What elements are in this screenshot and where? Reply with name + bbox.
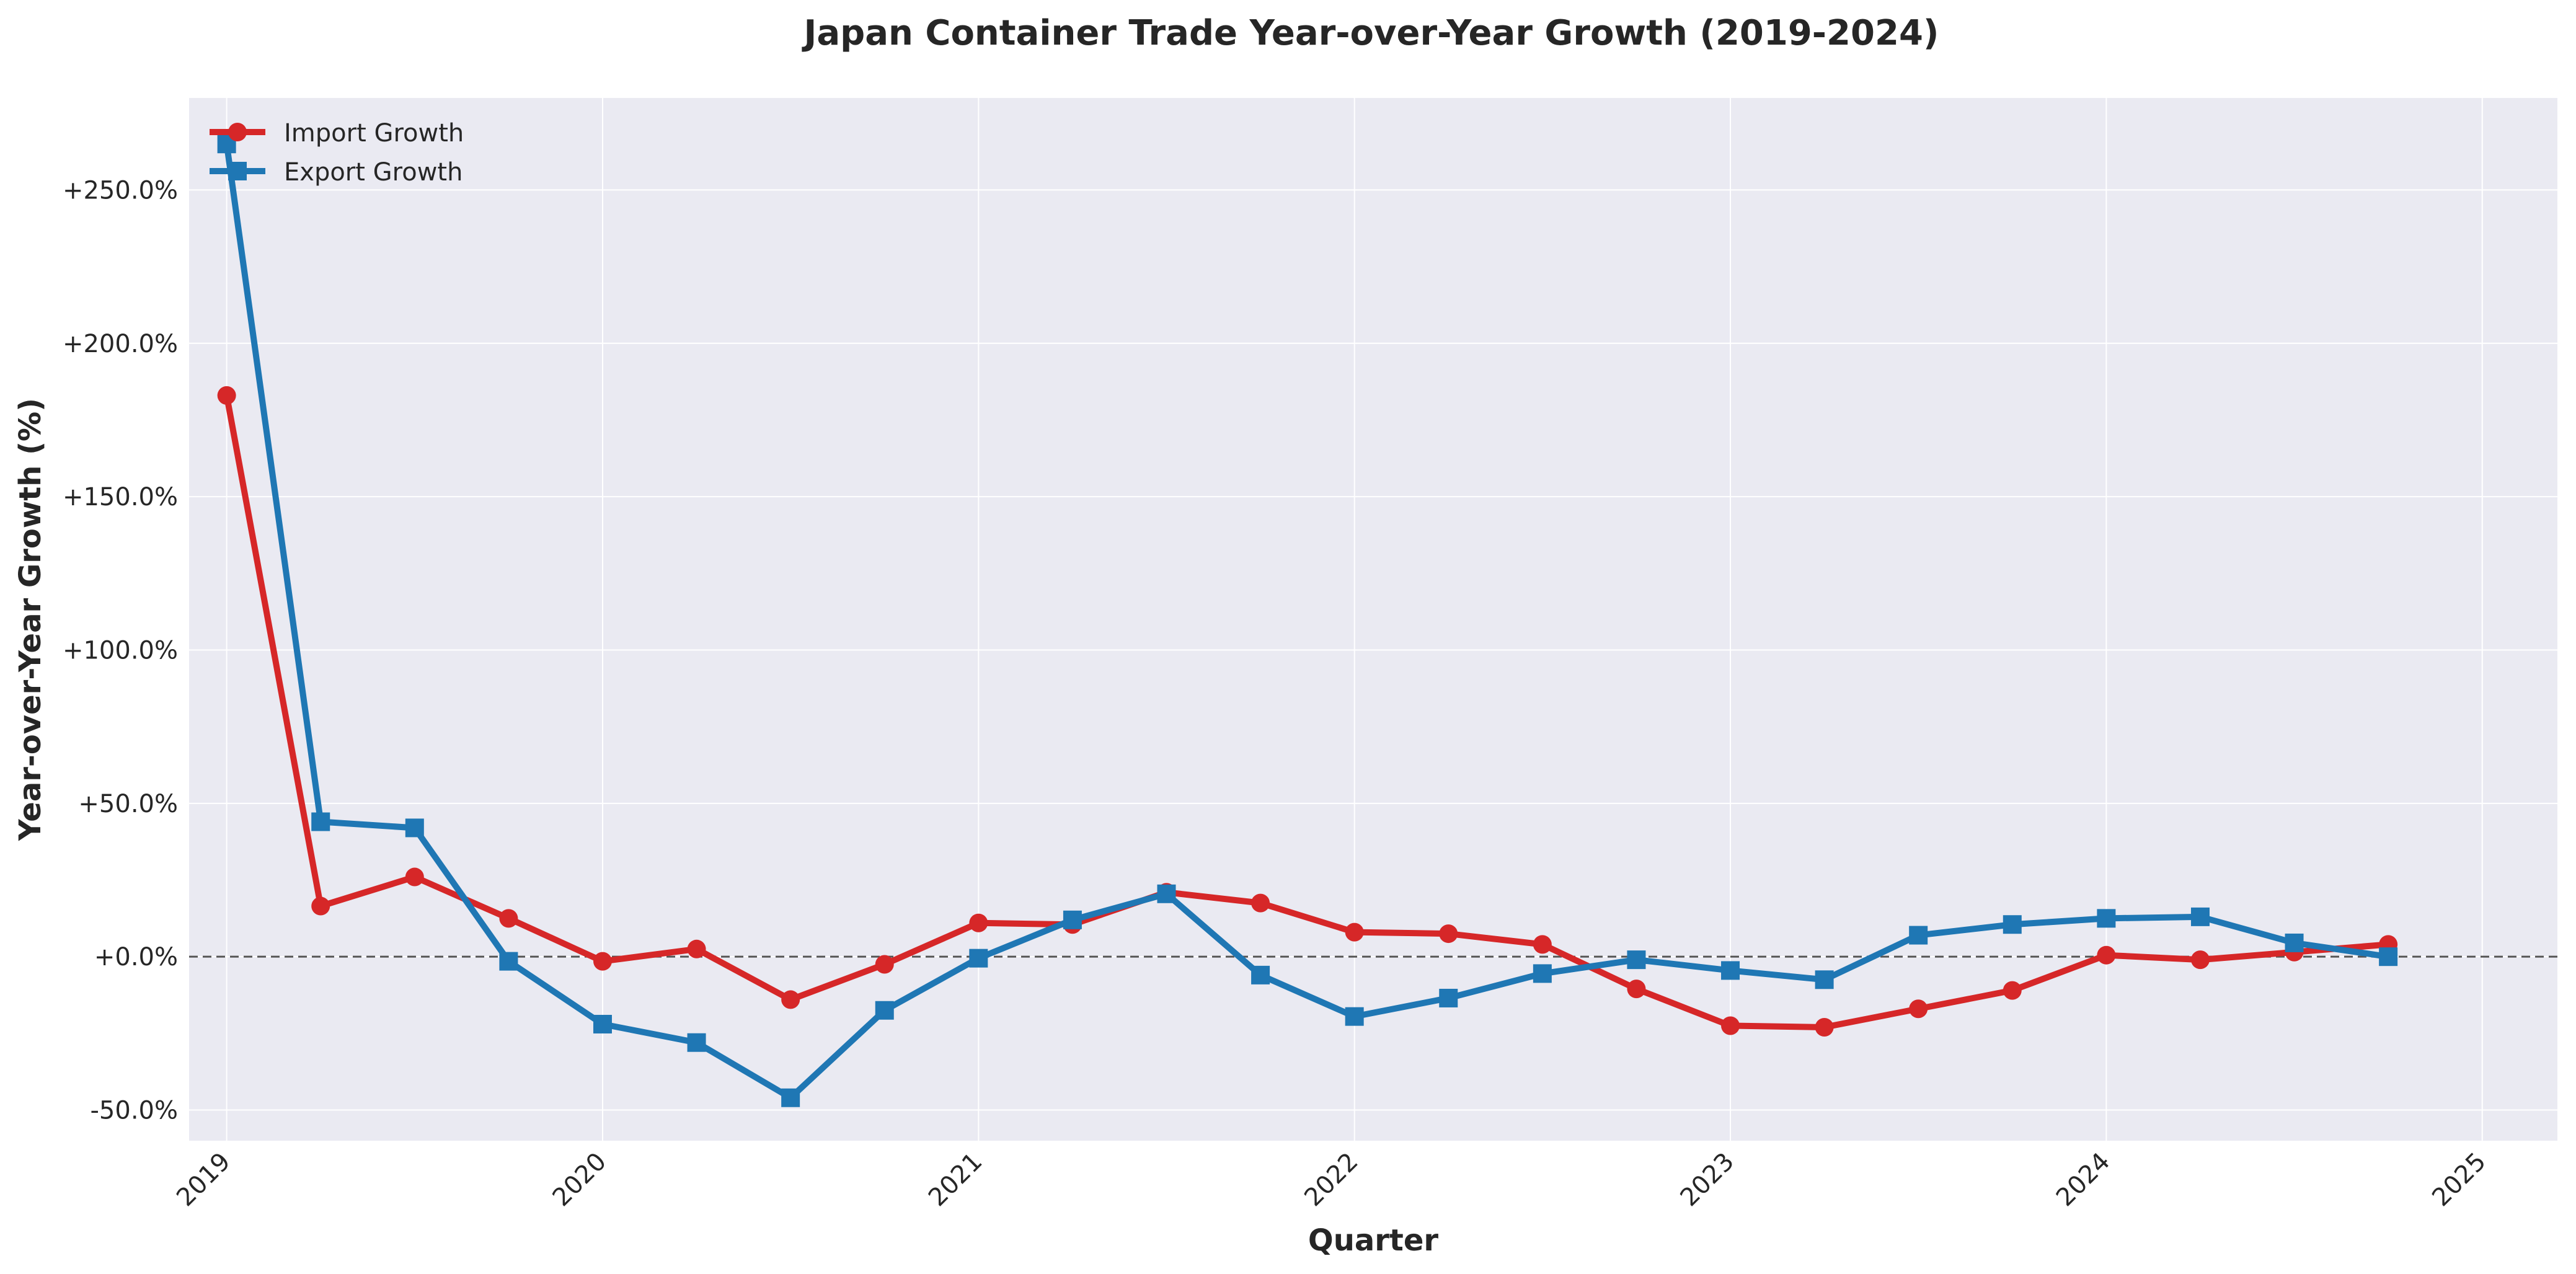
export-growth-point [1439,988,1458,1007]
import-growth-point [217,386,236,405]
import-growth-point [1909,999,1928,1019]
legend: Import Growth Export Growth [210,119,464,187]
export-growth-point [1721,961,1740,980]
y-tick-label: +0.0% [94,943,178,971]
export-growth-point [1533,964,1552,983]
export-growth-point [1251,965,1270,984]
chart-title: Japan Container Trade Year-over-Year Gro… [801,13,1939,53]
import-growth-point [1439,924,1458,944]
legend-export-marker [228,162,247,180]
y-tick-label: +250.0% [63,176,178,205]
import-growth-point [1815,1017,1834,1037]
export-growth-point [781,1088,800,1107]
y-axis-ticks: -50.0% +0.0% +50.0% +100.0% +150.0% +200.0% +2… [63,176,178,1125]
y-tick-label: -50.0% [90,1097,178,1125]
export-growth-point [2003,915,2022,934]
import-growth-point [499,909,518,928]
export-growth-point [1063,910,1082,929]
series-import-growth [217,386,2398,1037]
export-growth-point [969,949,988,968]
export-growth-point [1627,950,1646,970]
x-tick-label: 2022 [1299,1148,1364,1213]
import-growth-point [1627,980,1646,999]
export-growth-point [2097,909,2116,928]
import-growth-point [781,990,800,1009]
export-growth-point [1909,926,1928,945]
import-growth-point [687,939,706,958]
export-growth-point [1157,884,1176,903]
import-growth-point [2190,950,2210,970]
x-tick-label: 2020 [547,1148,613,1213]
series-export-growth [217,135,2398,1107]
import-growth-point [405,867,424,887]
y-axis-label: Year-over-Year Growth (%) [13,398,48,841]
plot-area [189,98,2557,1141]
import-growth-point [2003,981,2022,1000]
x-tick-label: 2023 [1675,1148,1740,1213]
export-growth-point [1815,970,1834,989]
export-growth-point [311,812,330,831]
import-growth-line [223,392,2392,1030]
x-tick-label: 2021 [923,1148,988,1213]
import-growth-point [1533,935,1552,954]
import-growth-point [311,896,330,916]
import-growth-point [1345,922,1364,942]
x-axis-ticks: 2019 2020 2021 2022 2023 2024 2025 [171,1148,2492,1213]
export-growth-point [1345,1007,1364,1026]
import-growth-point [969,913,988,932]
export-growth-point [405,818,424,838]
y-tick-label: +50.0% [78,790,178,818]
x-tick-label: 2024 [2051,1148,2116,1213]
import-growth-point [1721,1016,1740,1035]
import-growth-point [593,952,612,971]
export-growth-point [2379,947,2398,967]
series-layer [217,135,2398,1107]
export-growth-line [223,141,2392,1101]
export-growth-point [2285,933,2304,952]
legend-import-marker [228,123,247,141]
y-tick-label: +150.0% [63,483,178,511]
export-growth-point [687,1033,706,1052]
x-tick-label: 2025 [2427,1148,2492,1213]
export-growth-point [499,952,518,971]
legend-import-label: Import Growth [284,119,464,148]
import-growth-point [2097,945,2116,965]
import-growth-point [1251,893,1270,913]
export-growth-point [875,1001,894,1020]
legend-export-label: Export Growth [284,158,463,187]
x-axis-label: Quarter [1308,1223,1439,1258]
y-tick-label: +100.0% [63,636,178,665]
y-tick-label: +200.0% [63,330,178,358]
import-growth-point [875,955,894,974]
x-tick-label: 2019 [171,1148,236,1213]
grid-lines [189,98,2557,1141]
export-growth-point [2190,907,2210,926]
export-growth-point [593,1015,612,1034]
